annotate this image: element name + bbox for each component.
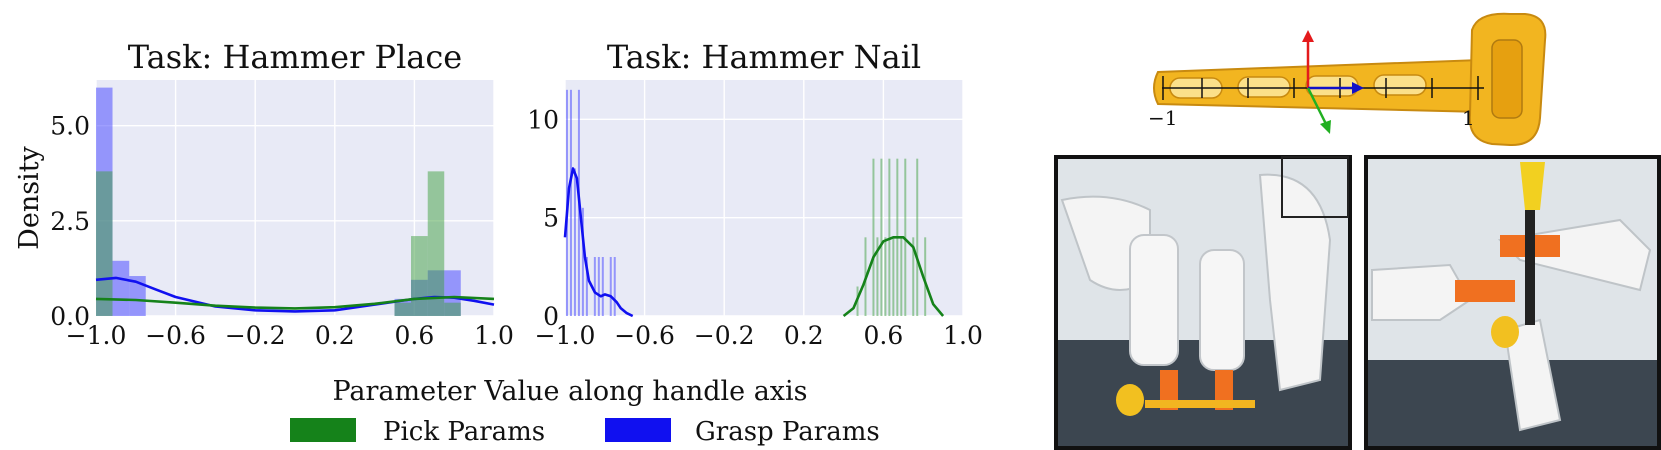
legend-swatch-pick	[290, 418, 356, 442]
x-tick-label: 0.2	[315, 321, 355, 350]
hist-bar	[904, 158, 907, 316]
y-tick-label: 0.0	[50, 302, 90, 331]
handle-axis-label-max: 1	[1462, 106, 1475, 130]
hist-bar	[573, 168, 576, 316]
hist-bar	[884, 237, 887, 316]
y-tick-label: 5.0	[50, 112, 90, 141]
hist-bar	[900, 237, 903, 316]
hist-bar	[872, 158, 875, 316]
x-tick-label: 0.6	[395, 321, 435, 350]
y-tick-label: 5	[543, 204, 559, 233]
hist-bar	[444, 302, 461, 316]
hist-bar	[892, 237, 895, 316]
x-tick-label: −1.0	[535, 321, 596, 350]
hist-bar	[96, 171, 113, 316]
hist-bar	[593, 257, 596, 316]
x-tick-label: 0.6	[864, 321, 904, 350]
chart-hammer-place: Task: Hammer Place −1.0 −0.6 −0.2 0.2 0.6 1.0 0…	[14, 38, 514, 350]
hist-bar	[411, 236, 428, 316]
y-axis-label: Density	[14, 145, 45, 249]
hist-bar	[613, 257, 616, 316]
x-tick-label: −0.6	[145, 321, 206, 350]
x-tick-label: 0.2	[784, 321, 824, 350]
y-tick-label: 0	[543, 302, 559, 331]
robot-photo-1	[1054, 155, 1352, 450]
hist-bar	[394, 302, 412, 316]
x-tick-label: −0.2	[694, 321, 755, 350]
hist-bar	[912, 237, 915, 316]
x-tick-label: 1.0	[943, 321, 983, 350]
hammer-diagram: −1 1	[1148, 12, 1547, 147]
y-tick-label: 10	[527, 105, 559, 134]
hist-bar	[585, 257, 588, 316]
hist-bar	[609, 257, 612, 316]
x-tick-label: −0.6	[614, 321, 675, 350]
legend-label-pick: Pick Params	[383, 417, 545, 447]
hist-bar	[601, 257, 604, 316]
kde-curve	[563, 167, 634, 318]
hist-bar	[916, 158, 919, 316]
plot-background	[565, 80, 963, 316]
hist-bar	[597, 257, 600, 316]
hist-bar	[876, 237, 879, 316]
hist-bar	[129, 276, 146, 316]
kde-curve	[842, 236, 945, 318]
hist-bar	[888, 158, 891, 316]
legend: Pick Params Grasp Params	[290, 417, 880, 447]
hist-bar	[427, 171, 445, 316]
robot-photo-2	[1364, 155, 1661, 450]
hist-bar	[581, 207, 584, 316]
hist-bar	[924, 237, 927, 316]
x-tick-label: −0.2	[225, 321, 286, 350]
hist-bar	[880, 158, 883, 316]
x-tick-label: −1.0	[66, 321, 127, 350]
chart-title: Task: Hammer Nail	[607, 38, 921, 76]
legend-swatch-grasp	[605, 418, 671, 442]
handle-axis-label-min: −1	[1148, 106, 1177, 130]
shared-x-axis-label: Parameter Value along handle axis	[332, 376, 807, 407]
chart-hammer-nail: Task: Hammer Nail −1.0 −0.6 −0.2 0.2 0.6 1.0 0 5…	[527, 38, 983, 350]
y-tick-label: 2.5	[50, 207, 90, 236]
x-tick-label: 1.0	[474, 321, 514, 350]
chart-title: Task: Hammer Place	[128, 38, 462, 76]
hist-bar	[112, 260, 130, 316]
legend-label-grasp: Grasp Params	[695, 417, 880, 447]
kde-curve	[95, 295, 495, 310]
frame-axes	[1302, 30, 1364, 134]
hist-bar	[569, 89, 572, 316]
handle-axis-ticks	[1162, 76, 1479, 100]
